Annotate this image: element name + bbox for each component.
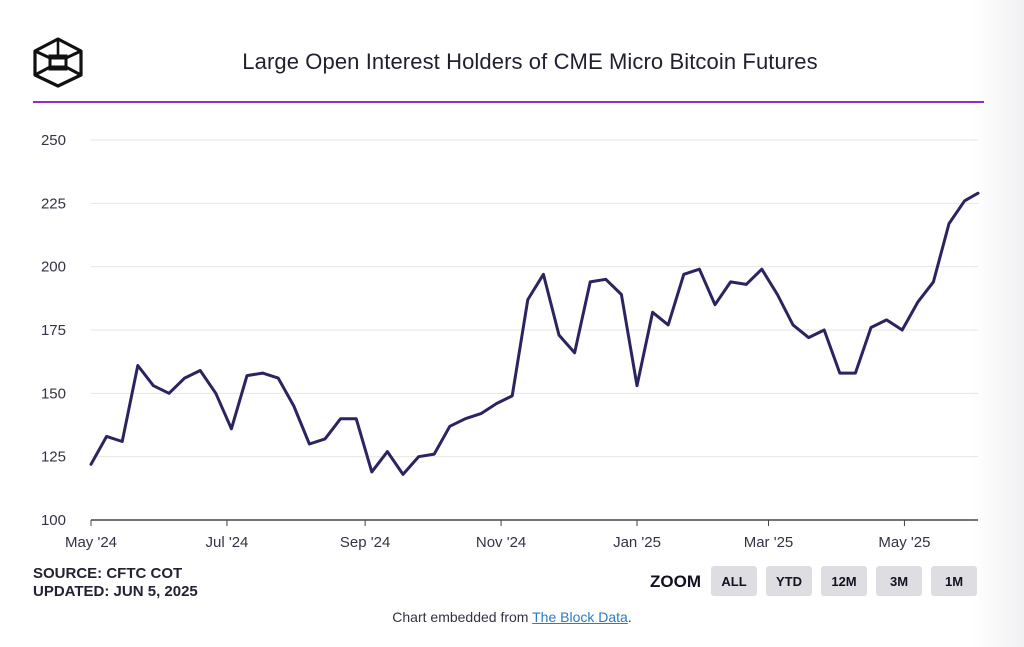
x-tick-label: Sep '24 (340, 534, 390, 551)
data-point[interactable] (507, 391, 517, 401)
footer-prefix: Chart embedded from (392, 609, 533, 625)
zoom-ytd-button[interactable]: YTD (766, 566, 812, 596)
x-tick-label: Nov '24 (476, 534, 526, 551)
data-point[interactable] (148, 381, 158, 391)
data-point[interactable] (429, 449, 439, 459)
y-tick-label: 100 (41, 512, 66, 529)
data-point[interactable] (757, 264, 767, 274)
data-point[interactable] (492, 399, 502, 409)
data-point[interactable] (741, 279, 751, 289)
data-point[interactable] (570, 348, 580, 358)
y-tick-label: 125 (41, 449, 66, 466)
data-point[interactable] (211, 388, 221, 398)
data-point[interactable] (616, 290, 626, 300)
data-point[interactable] (445, 421, 455, 431)
embed-footer: Chart embedded from The Block Data. (0, 609, 1024, 625)
data-point[interactable] (133, 361, 143, 371)
zoom-1m-button[interactable]: 1M (931, 566, 977, 596)
data-point[interactable] (538, 269, 548, 279)
data-point[interactable] (242, 371, 252, 381)
the-block-logo-icon (33, 37, 83, 88)
data-point[interactable] (819, 325, 829, 335)
data-point[interactable] (180, 373, 190, 383)
data-point[interactable] (320, 434, 330, 444)
data-point[interactable] (226, 424, 236, 434)
gridlines (91, 139, 978, 458)
data-point[interactable] (289, 401, 299, 411)
data-point[interactable] (726, 277, 736, 287)
y-axis-ticks: 100 125 150 175 200 225 250 (41, 132, 66, 529)
line-chart[interactable]: 100 125 150 175 200 225 250 May '24 Jul '24 Sep … (0, 0, 1024, 560)
data-point[interactable] (944, 219, 954, 229)
data-point[interactable] (460, 414, 470, 424)
data-point[interactable] (632, 381, 642, 391)
zoom-12m-button[interactable]: 12M (821, 566, 867, 596)
data-point[interactable] (351, 414, 361, 424)
data-point[interactable] (679, 269, 689, 279)
data-point[interactable] (835, 368, 845, 378)
data-point[interactable] (476, 409, 486, 419)
data-point[interactable] (195, 366, 205, 376)
data-point[interactable] (382, 447, 392, 457)
y-tick-label: 250 (41, 132, 66, 149)
x-axis-ticks: May '24 Jul '24 Sep '24 Nov '24 Jan '25 Mar '… (65, 520, 930, 551)
chart-title: Large Open Interest Holders of CME Micro… (242, 49, 818, 74)
data-point[interactable] (273, 373, 283, 383)
page-edge-shade (972, 0, 1024, 647)
x-tick-label: Jan '25 (613, 534, 661, 551)
data-point[interactable] (913, 297, 923, 307)
y-tick-label: 200 (41, 259, 66, 276)
data-point[interactable] (960, 196, 970, 206)
data-point[interactable] (86, 459, 96, 469)
x-tick-label: May '24 (65, 534, 117, 551)
data-point[interactable] (897, 325, 907, 335)
data-point[interactable] (367, 467, 377, 477)
title-divider (33, 101, 984, 103)
zoom-3m-button[interactable]: 3M (876, 566, 922, 596)
data-point[interactable] (164, 388, 174, 398)
data-point[interactable] (882, 315, 892, 325)
y-tick-label: 150 (41, 385, 66, 402)
data-points (86, 188, 983, 479)
data-point[interactable] (772, 290, 782, 300)
data-point[interactable] (710, 300, 720, 310)
source-info: SOURCE: CFTC COT UPDATED: JUN 5, 2025 (33, 565, 198, 601)
y-tick-label: 225 (41, 195, 66, 212)
data-point[interactable] (414, 452, 424, 462)
data-point[interactable] (304, 439, 314, 449)
data-point[interactable] (117, 437, 127, 447)
data-point[interactable] (585, 277, 595, 287)
source-line: SOURCE: CFTC COT (33, 565, 183, 582)
data-point[interactable] (601, 274, 611, 284)
data-point[interactable] (523, 295, 533, 305)
zoom-label: ZOOM (650, 572, 701, 591)
updated-line: UPDATED: JUN 5, 2025 (33, 583, 198, 600)
data-point[interactable] (554, 330, 564, 340)
the-block-data-link[interactable]: The Block Data (532, 609, 628, 625)
x-tick-label: Mar '25 (744, 534, 794, 551)
data-point[interactable] (850, 368, 860, 378)
data-point[interactable] (258, 368, 268, 378)
series-line (89, 191, 980, 476)
data-point[interactable] (694, 264, 704, 274)
x-tick-label: Jul '24 (206, 534, 249, 551)
data-point[interactable] (866, 323, 876, 333)
data-point[interactable] (336, 414, 346, 424)
data-point[interactable] (928, 277, 938, 287)
data-point[interactable] (398, 469, 408, 479)
data-point[interactable] (804, 333, 814, 343)
data-point[interactable] (102, 431, 112, 441)
data-point[interactable] (663, 320, 673, 330)
data-point[interactable] (648, 307, 658, 317)
data-point[interactable] (973, 188, 983, 198)
x-tick-label: May '25 (878, 534, 930, 551)
data-point[interactable] (788, 320, 798, 330)
y-tick-label: 175 (41, 322, 66, 339)
footer-suffix: . (627, 609, 632, 625)
zoom-all-button[interactable]: ALL (711, 566, 757, 596)
